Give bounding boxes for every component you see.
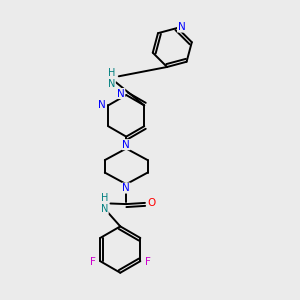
Text: N: N <box>117 88 125 98</box>
Text: H
N: H N <box>101 193 108 214</box>
Text: N: N <box>178 22 185 32</box>
Text: H
N: H N <box>108 68 115 89</box>
Text: N: N <box>98 100 106 110</box>
Text: N: N <box>122 183 130 193</box>
Text: N: N <box>122 140 130 150</box>
Text: F: F <box>145 257 151 267</box>
Text: O: O <box>148 198 156 208</box>
Text: F: F <box>90 257 96 267</box>
